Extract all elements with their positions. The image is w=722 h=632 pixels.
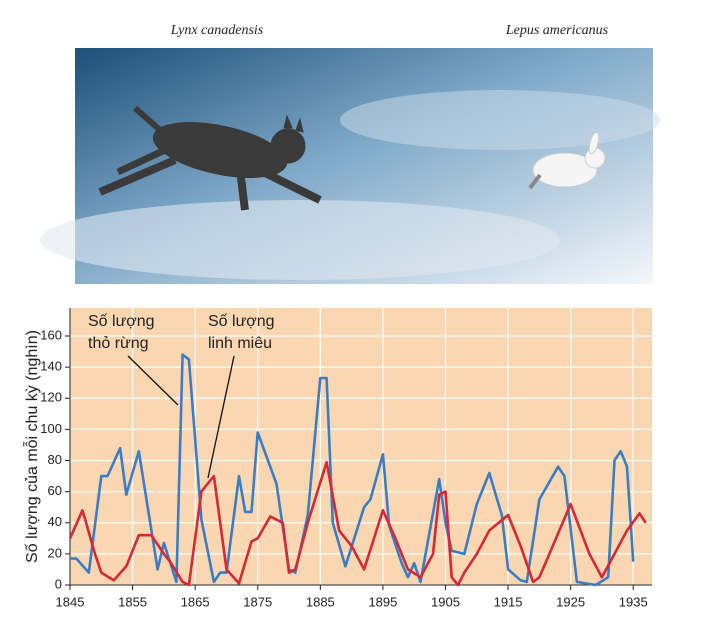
y-tick-label: 120 [40, 390, 62, 405]
x-tick-label: 1845 [56, 594, 85, 609]
y-tick-label: 160 [40, 327, 62, 342]
hare [528, 131, 606, 190]
lynx [98, 105, 322, 211]
x-tick-label: 1905 [431, 594, 460, 609]
annotation: Số lượng [208, 313, 275, 330]
y-axis-label: Số lượng của mỗi chu kỳ (nghìn) [22, 330, 41, 563]
photo-caption: Lepus americanus [505, 23, 609, 38]
snow-drift [40, 200, 560, 280]
x-tick-label: 1865 [181, 594, 210, 609]
annotation: thỏ rừng [88, 335, 149, 352]
annotation: linh miêu [208, 335, 272, 352]
x-tick-label: 1885 [306, 594, 335, 609]
snow-drift [340, 90, 660, 150]
y-tick-label: 140 [40, 359, 62, 374]
x-tick-label: 1875 [243, 594, 272, 609]
x-tick-label: 1855 [118, 594, 147, 609]
chart: 0 20 40 60 80 100 120 140 160 1845 1855 1865 1875 188… [22, 308, 652, 609]
y-tick-label: 20 [48, 545, 62, 560]
x-tick-label: 1935 [619, 594, 648, 609]
series-line [68, 460, 647, 587]
annotation: Số lượng [88, 313, 155, 330]
y-tick-label: 40 [48, 514, 62, 529]
y-tick-label: 80 [48, 452, 62, 467]
annotation-pointer [207, 355, 235, 479]
photo-caption: Lynx canadensis [170, 23, 264, 38]
y-tick-label: 100 [40, 421, 62, 436]
y-tick-label: 0 [55, 576, 62, 591]
photo: Lynx canadensis Lepus americanus [40, 23, 660, 284]
x-tick-label: 1915 [494, 594, 523, 609]
x-tick-label: 1925 [556, 594, 585, 609]
y-tick-label: 60 [48, 483, 62, 498]
annotation-pointer [127, 355, 179, 406]
x-tick-label: 1895 [368, 594, 397, 609]
series-line [70, 353, 635, 587]
